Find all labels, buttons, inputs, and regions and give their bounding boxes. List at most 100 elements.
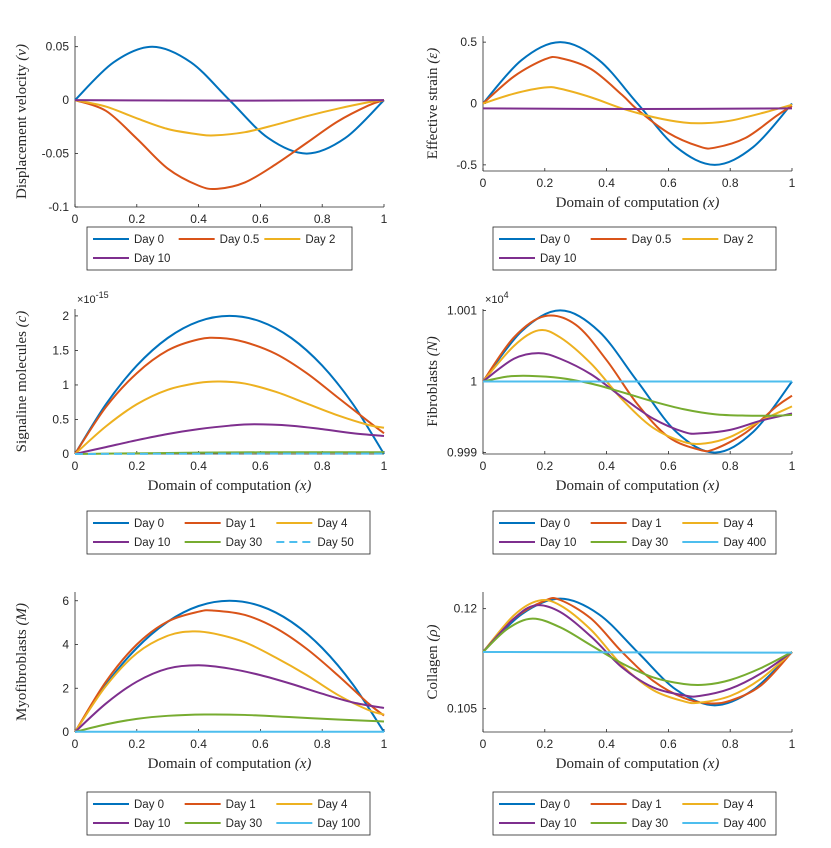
- legend-label: Day 0: [134, 799, 164, 811]
- legend-label: Day 10: [134, 537, 170, 549]
- y-axis-label: Collagen (ρ): [425, 624, 441, 699]
- legend-label: Day 4: [723, 799, 754, 811]
- legend-label: Day 0: [134, 518, 164, 530]
- x-tick-label: 0.6: [252, 737, 269, 751]
- x-tick-label: 0.2: [128, 459, 145, 473]
- legend-label: Day 400: [723, 537, 766, 549]
- legend-label: Day 0.5: [220, 234, 260, 246]
- series-line-day-0: [482, 41, 793, 166]
- y-tick-label: -0.05: [42, 147, 70, 161]
- x-tick-label: 0.4: [598, 737, 615, 751]
- legend-label: Day 50: [317, 537, 353, 549]
- legend-label: Day 0: [540, 799, 570, 811]
- series-line-day-1: [482, 597, 793, 705]
- series-line-day-10: [482, 604, 793, 698]
- series-line-day-10: [482, 107, 793, 111]
- x-tick-label: 0.2: [128, 212, 145, 226]
- panel-3: 0 0.2 0.4 0.6 0.8 1 0 0.5 1 1.5 2 ×10-15 Domain of c…: [14, 290, 388, 555]
- x-tick-label: 0.8: [722, 459, 739, 473]
- series-line-day-0: [74, 314, 385, 455]
- legend-label: Day 30: [226, 537, 262, 549]
- x-tick-label: 0.4: [190, 459, 207, 473]
- series-line-day-10: [74, 423, 385, 455]
- x-tick-label: 0.2: [128, 737, 145, 751]
- legend-box: [492, 791, 777, 836]
- x-tick-label: 0: [480, 176, 487, 190]
- series-line-day-400: [482, 651, 793, 654]
- legend: Day 0 Day 1 Day 4 Day 10 Day 30 Day 400: [492, 791, 777, 836]
- legend-label: Day 10: [540, 537, 576, 549]
- y-axis-label: Fibroblasts (N): [425, 336, 441, 426]
- legend-label: Day 10: [540, 253, 576, 265]
- x-tick-label: 0.4: [190, 212, 207, 226]
- legend-label: Day 2: [305, 234, 335, 246]
- legend-label: Day 1: [226, 518, 256, 530]
- x-axis-label: Domain of computation (x): [556, 756, 720, 772]
- series-line-day-10: [74, 99, 385, 102]
- panel-6: 0 0.2 0.4 0.6 0.8 1 0.105 0.12 Domain of computa…: [425, 592, 796, 836]
- y-tick-label: 2: [62, 309, 69, 323]
- y-axis-label: Myofibroblasts (M): [14, 603, 30, 721]
- legend-label: Day 30: [226, 818, 262, 830]
- series-line-day-0-5: [74, 99, 385, 191]
- x-tick-label: 0: [480, 737, 487, 751]
- series-group: [74, 314, 385, 455]
- legend-box: [86, 791, 371, 836]
- legend-label: Day 2: [723, 234, 753, 246]
- legend-box: [492, 226, 777, 271]
- series-group: [482, 597, 793, 707]
- y-tick-label: 0.05: [46, 40, 70, 54]
- legend-label: Day 400: [723, 818, 766, 830]
- y-tick-label: 0.5: [52, 412, 69, 426]
- y-tick-label: 0: [470, 97, 477, 111]
- y-tick-label: -0.5: [456, 158, 477, 172]
- legend-label: Day 10: [540, 818, 576, 830]
- x-tick-label: 1: [381, 212, 388, 226]
- y-tick-label: 1: [62, 378, 69, 392]
- x-tick-label: 0.6: [252, 459, 269, 473]
- series-group: [74, 599, 385, 733]
- series-line-day-30: [482, 617, 793, 687]
- axis-multiplier: ×104: [485, 290, 509, 306]
- series-line-day-0: [74, 599, 385, 733]
- y-tick-label: 4: [62, 638, 69, 652]
- series-group: [482, 309, 793, 454]
- x-tick-label: 0: [72, 212, 79, 226]
- legend-label: Day 0: [540, 518, 570, 530]
- x-tick-label: 1: [789, 459, 796, 473]
- legend-box: [86, 226, 353, 271]
- y-tick-label: 0: [62, 93, 69, 107]
- legend-label: Day 10: [134, 818, 170, 830]
- x-tick-label: 0.2: [536, 459, 553, 473]
- y-tick-label: 0: [62, 447, 69, 461]
- x-tick-label: 0.6: [660, 176, 677, 190]
- x-tick-label: 0.2: [536, 176, 553, 190]
- legend: Day 0 Day 1 Day 4 Day 10 Day 30 Day 50: [86, 510, 371, 555]
- legend-label: Day 1: [226, 799, 256, 811]
- panel-5: 0 0.2 0.4 0.6 0.8 1 0 2 4 6 Domain of computation …: [14, 592, 388, 836]
- series-group: [74, 45, 385, 191]
- y-tick-label: 1.001: [447, 303, 477, 317]
- legend-label: Day 100: [317, 818, 360, 830]
- x-tick-label: 0.6: [660, 737, 677, 751]
- series-line-day-30: [482, 374, 793, 417]
- legend-label: Day 0: [540, 234, 570, 246]
- series-line-day-10: [482, 352, 793, 435]
- y-tick-label: 1.5: [52, 343, 69, 357]
- x-tick-label: 0.4: [190, 737, 207, 751]
- legend: Day 0 Day 0.5 Day 2 Day 10: [86, 226, 353, 271]
- series-line-day-10: [74, 664, 385, 733]
- axis-multiplier: ×10-15: [77, 290, 109, 306]
- x-tick-label: 0: [72, 459, 79, 473]
- series-line-day-1: [74, 336, 385, 455]
- y-axis-label: Effective strain (ε): [425, 48, 441, 159]
- x-tick-label: 0: [72, 737, 79, 751]
- x-tick-label: 1: [789, 737, 796, 751]
- x-tick-label: 0.8: [314, 737, 331, 751]
- x-tick-label: 1: [381, 459, 388, 473]
- y-tick-label: 6: [62, 594, 69, 608]
- y-tick-label: -0.1: [48, 200, 69, 214]
- x-tick-label: 0.6: [252, 212, 269, 226]
